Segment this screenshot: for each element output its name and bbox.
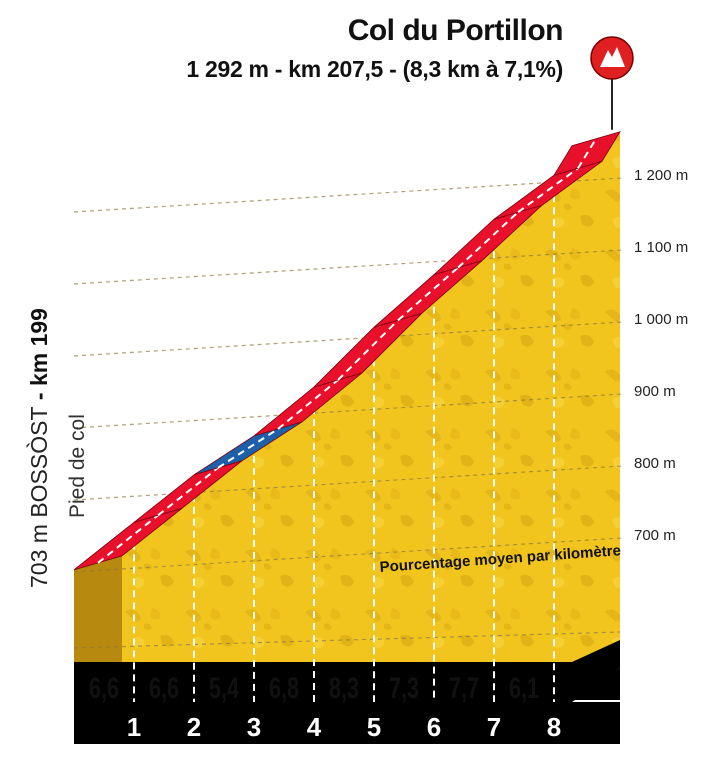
y-tick-label: 1 000 m bbox=[634, 311, 688, 328]
y-tick-label: 1 200 m bbox=[634, 167, 688, 184]
climb-title: Col du Portillon bbox=[347, 14, 564, 47]
kilometre-band bbox=[74, 702, 620, 744]
mountain-glyph-icon bbox=[600, 47, 625, 67]
y-tick-label: 800 m bbox=[634, 455, 676, 472]
road-centre-line bbox=[97, 514, 159, 564]
km-marker-label: 5 bbox=[367, 712, 381, 742]
road-centre-line bbox=[337, 319, 399, 381]
foot-of-climb-label: Pied de col bbox=[66, 414, 89, 518]
km-gradient-label: 7,3 bbox=[389, 670, 419, 704]
climb-subtitle: 1 292 m - km 207,5 - (8,3 km à 7,1%) bbox=[186, 56, 563, 82]
y-tick-label: 700 m bbox=[634, 527, 676, 544]
km-marker-label: 4 bbox=[307, 712, 322, 742]
km-gradient-label: 6,6 bbox=[89, 670, 119, 704]
start-km: - km 199 bbox=[26, 308, 52, 407]
km-gradient-label: 8,3 bbox=[329, 670, 359, 704]
road-centre-line bbox=[457, 211, 519, 269]
y-tick-label: 900 m bbox=[634, 383, 676, 400]
km-gradient-label: 6,1 bbox=[509, 670, 539, 704]
road-centre-line bbox=[577, 138, 597, 169]
km-marker-label: 3 bbox=[247, 712, 261, 742]
km-gradient-label: 6,8 bbox=[269, 670, 299, 704]
road-centre-line bbox=[397, 266, 459, 321]
base-band bbox=[74, 640, 620, 702]
km-gradient-label: 5,4 bbox=[209, 670, 239, 704]
km-marker-label: 1 bbox=[127, 712, 141, 742]
km-marker-label: 6 bbox=[427, 712, 441, 742]
road-centre-line bbox=[517, 167, 579, 214]
km-marker-label: 8 bbox=[547, 712, 561, 742]
grid-line bbox=[73, 321, 623, 357]
km-marker-label: 7 bbox=[487, 712, 501, 742]
road-centre-line bbox=[277, 379, 339, 430]
grid-line bbox=[73, 177, 623, 213]
km-marker-label: 2 bbox=[187, 712, 201, 742]
start-location-label: 703 m BOSSÒST - km 199 bbox=[26, 308, 53, 588]
km-gradient-label: 6,6 bbox=[149, 670, 179, 704]
y-tick-label: 1 100 m bbox=[634, 239, 688, 256]
grid-line bbox=[73, 537, 623, 573]
grid-line bbox=[73, 631, 621, 649]
start-town: 703 m BOSSÒST bbox=[26, 406, 52, 588]
grid-line bbox=[73, 393, 623, 429]
grid-line bbox=[73, 249, 623, 285]
km-gradient-label: 7,7 bbox=[449, 670, 479, 704]
road-centre-line bbox=[157, 467, 219, 517]
grid-line bbox=[73, 465, 623, 501]
